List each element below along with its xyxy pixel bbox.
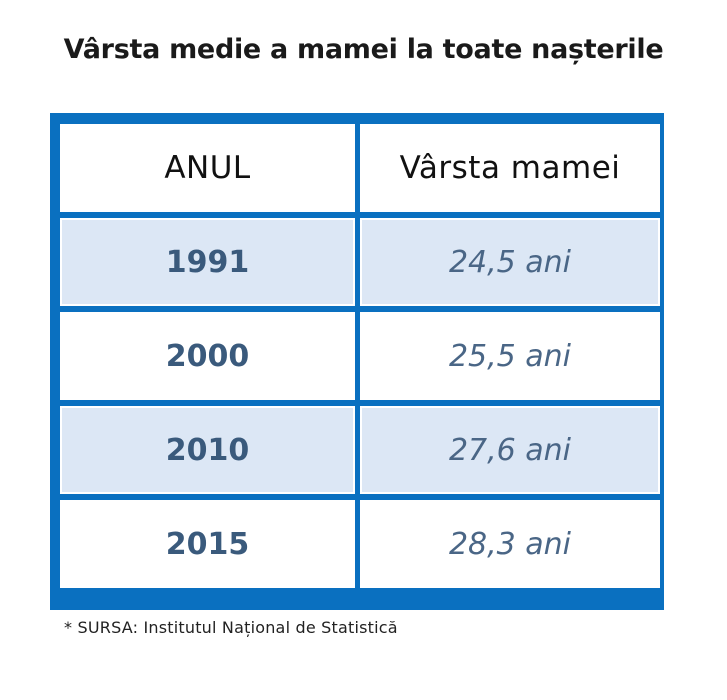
header-age-label: Vârsta mamei xyxy=(399,150,621,186)
year-value: 1991 xyxy=(165,244,250,280)
header-year-label: ANUL xyxy=(164,150,251,186)
age-value: 27,6 ani xyxy=(448,432,572,468)
year-value: 2015 xyxy=(165,526,250,562)
table-row-age-cell: 27,6 ani xyxy=(358,404,662,496)
table-header-cell: Vârsta mamei xyxy=(358,122,662,214)
table-row-age-cell: 24,5 ani xyxy=(358,216,662,308)
table-row-year-cell: 2000 xyxy=(58,310,357,402)
age-value: 25,5 ani xyxy=(448,338,572,374)
table-row-age-cell: 28,3 ani xyxy=(358,498,662,590)
age-value: 24,5 ani xyxy=(448,244,572,280)
data-table: ANUL Vârsta mamei 1991 24,5 ani 2000 25,… xyxy=(50,113,664,610)
table-row-year-cell: 2010 xyxy=(58,404,357,496)
source-footnote: * SURSA: Institutul Național de Statisti… xyxy=(64,618,398,637)
table-header-cell: ANUL xyxy=(58,122,357,214)
age-value: 28,3 ani xyxy=(448,526,572,562)
table-row-age-cell: 25,5 ani xyxy=(358,310,662,402)
table-row-year-cell: 1991 xyxy=(58,216,357,308)
table-row-year-cell: 2015 xyxy=(58,498,357,590)
year-value: 2000 xyxy=(165,338,250,374)
page-title: Vârsta medie a mamei la toate nașterile xyxy=(63,34,664,65)
year-value: 2010 xyxy=(165,432,250,468)
